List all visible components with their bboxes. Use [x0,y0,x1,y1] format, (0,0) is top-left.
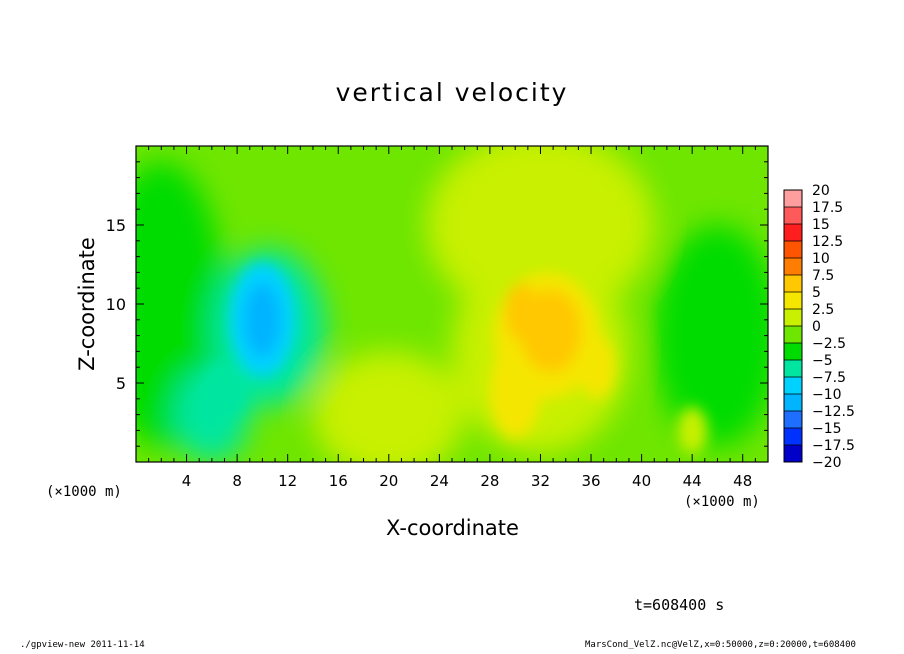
colorbar-label: 17.5 [812,200,843,216]
x-tick-label: 20 [379,472,398,490]
y-tick-label: 15 [106,216,126,235]
colorbar-swatch [784,343,802,361]
colorbar-swatch [784,207,802,225]
colorbar-label: 7.5 [812,268,834,284]
colorbar-label: 0 [812,319,821,335]
colorbar-label: −15 [812,421,842,437]
updraft-lobe [489,343,541,439]
colorbar-swatch [784,377,802,395]
colorbar-swatch [784,258,802,276]
footer-source: MarsCond_VelZ.nc@VelZ,x=0:50000,z=0:2000… [585,640,856,650]
colorbar-swatch [784,360,802,378]
colorbar-swatch [784,309,802,327]
y-axis: 5 10 15 [106,161,768,447]
colorbar-swatch [784,411,802,429]
chart-title: vertical velocity [335,78,569,107]
colorbar: 2017.51512.5107.552.50−2.5−5−7.5−10−12.5… [783,183,855,471]
x-axis: 4 8 12 16 20 24 28 32 36 40 44 48 [148,146,769,490]
x-tick-label: 32 [531,472,550,490]
field-region [676,406,708,455]
colorbar-label: −12.5 [812,404,855,420]
colorbar-label: −7.5 [812,370,846,386]
colorbar-swatch [784,275,802,293]
colorbar-swatch [784,394,802,412]
x-tick-label: 28 [480,472,499,490]
heatmap-field [136,146,768,462]
field-region [654,225,768,447]
colorbar-label: 20 [812,183,830,199]
colorbar-label: 15 [812,217,830,233]
colorbar-swatch [784,292,802,310]
field-region [312,351,465,462]
footer-program: ./gpview-new 2011-11-14 [20,640,145,650]
x-tick-label: 24 [430,472,449,490]
colorbar-swatch [784,326,802,344]
colorbar-label: −2.5 [812,336,846,352]
x-tick-label: 12 [278,472,297,490]
downdraft-tail [201,362,248,420]
y-tick-label: 10 [106,295,126,314]
colorbar-swatch [784,445,802,463]
x-unit-right: (×1000 m) [684,494,760,510]
colorbar-swatch [784,224,802,242]
colorbar-label: −17.5 [812,438,855,454]
x-tick-label: 8 [232,472,242,490]
colorbar-label: −20 [812,455,842,471]
y-tick-label: 5 [116,374,126,393]
colorbar-label: 2.5 [812,302,834,318]
time-label: t=608400 s [634,596,725,614]
downdraft-core [244,283,281,357]
colorbar-label: −5 [812,353,833,369]
x-tick-label: 16 [329,472,348,490]
x-tick-label: 44 [683,472,702,490]
x-tick-label: 48 [733,472,752,490]
colorbar-label: 5 [812,285,821,301]
colorbar-label: 10 [812,251,830,267]
colorbar-swatch [784,241,802,259]
x-tick-label: 40 [632,472,651,490]
colorbar-label: −10 [812,387,842,403]
updraft-lobe-right [579,335,616,399]
y-axis-label: Z-coordinate [75,237,99,371]
colorbar-label: 12.5 [812,234,843,250]
updraft-core-left [505,283,538,341]
x-unit-left: (×1000 m) [46,484,122,500]
x-tick-label: 4 [182,472,192,490]
colorbar-swatch [784,428,802,446]
x-tick-label: 36 [581,472,600,490]
colorbar-swatch [784,190,802,208]
x-axis-label: X-coordinate [386,516,519,540]
